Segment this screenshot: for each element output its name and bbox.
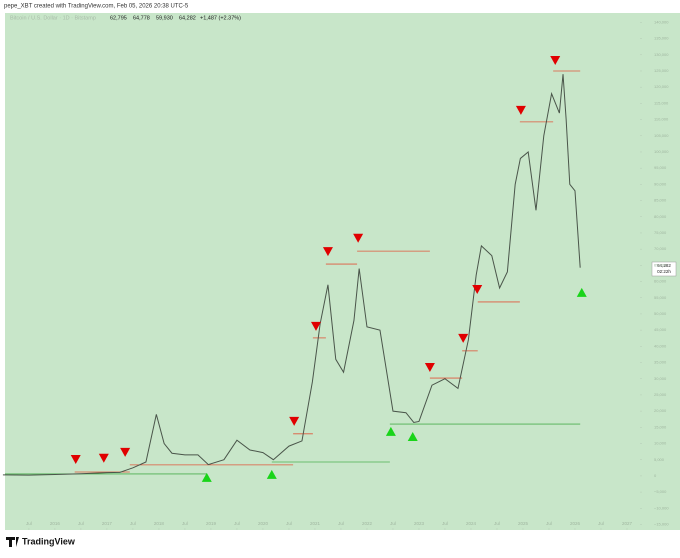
x-tick-label: Jul: [286, 521, 292, 526]
x-tick-label: Jul: [338, 521, 344, 526]
x-tick-label: 2019: [206, 521, 217, 526]
x-tick-label: 2023: [414, 521, 425, 526]
y-tick-label: 60,000: [654, 279, 667, 284]
x-tick-label: Jul: [234, 521, 240, 526]
y-tick-label: 135,000: [654, 36, 669, 41]
sell-signal: [353, 233, 364, 243]
y-tick-label: 30,000: [654, 376, 667, 381]
x-tick-label: Jul: [26, 521, 32, 526]
buy-signal: [407, 432, 418, 442]
y-tick-label: 130,000: [654, 52, 669, 57]
y-tick-label: 20,000: [654, 408, 667, 413]
price-label-box: [651, 261, 677, 277]
plot-background: [5, 13, 640, 530]
x-tick-label: 2024: [466, 521, 477, 526]
change: +1,487 (+2.37%): [200, 15, 241, 21]
y-tick-label: −15,000: [654, 522, 669, 527]
ohlc-open: 62,795: [110, 15, 127, 21]
buy-signal: [576, 287, 587, 297]
sell-signal: [289, 416, 300, 426]
x-tick-label: Jul: [130, 521, 136, 526]
sell-signal: [120, 447, 131, 457]
y-tick-label: 70,000: [654, 246, 667, 251]
x-tick-label: 2022: [362, 521, 373, 526]
y-tick-label: 75,000: [654, 230, 667, 235]
y-tick-label: 80,000: [654, 214, 667, 219]
x-tick-label: 2020: [258, 521, 269, 526]
x-tick-label: 2027: [622, 521, 633, 526]
price-line: [2, 74, 581, 476]
y-tick-label: 120,000: [654, 84, 669, 89]
buy-signal: [201, 472, 212, 482]
x-tick-label: Jul: [546, 521, 552, 526]
x-tick-label: 2026: [570, 521, 581, 526]
buy-signal: [385, 426, 396, 436]
y-tick-label: 5,000: [654, 457, 665, 462]
countdown: 02:22h: [657, 269, 671, 274]
y-tick-label: 35,000: [654, 360, 667, 365]
x-tick-label: 2018: [154, 521, 165, 526]
y-tick-label: 100,000: [654, 149, 669, 154]
x-tick-label: Jul: [182, 521, 188, 526]
y-tick-label: 0: [654, 473, 657, 478]
sell-signal: [310, 321, 321, 331]
x-tick-label: Jul: [390, 521, 396, 526]
y-tick-label: 115,000: [654, 100, 669, 105]
y-tick-label: 10,000: [654, 441, 667, 446]
sell-signal: [458, 333, 469, 343]
symbol: Bitcoin / U.S. Dollar · 1D · Bitstamp: [10, 15, 96, 21]
header: pepe_XBT created with TradingView.com, F…: [4, 4, 189, 10]
y-tick-label: 110,000: [654, 117, 669, 122]
brand: TradingView: [22, 536, 76, 546]
y-tick-label: 55,000: [654, 295, 667, 300]
x-tick-label: Jul: [598, 521, 604, 526]
x-tick-label: Jul: [78, 521, 84, 526]
y-tick-label: 90,000: [654, 181, 667, 186]
x-tick-label: 2017: [102, 521, 113, 526]
sell-signal: [472, 284, 483, 294]
y-tick-label: 95,000: [654, 165, 667, 170]
ohlc-close: 64,282: [179, 15, 196, 21]
sell-signal: [515, 105, 526, 115]
y-tick-label: 40,000: [654, 343, 667, 348]
y-tick-label: −5,000: [654, 489, 667, 494]
x-tick-label: 2025: [518, 521, 529, 526]
x-tick-label: 2016: [50, 521, 61, 526]
ohlc-low: 59,930: [156, 15, 173, 21]
ohlc-high: 64,778: [133, 15, 150, 21]
y-tick-label: 140,000: [654, 19, 669, 24]
y-tick-label: 65,000: [654, 262, 667, 267]
y-tick-label: 25,000: [654, 392, 667, 397]
x-tick-label: Jul: [442, 521, 448, 526]
y-tick-label: 50,000: [654, 311, 667, 316]
brand-logo: [6, 537, 19, 547]
sell-signal: [550, 55, 561, 65]
sell-signal: [424, 363, 435, 373]
y-tick-label: 15,000: [654, 424, 667, 429]
x-tick-label: Jul: [494, 521, 500, 526]
y-tick-label: 105,000: [654, 133, 669, 138]
sell-signal: [98, 453, 109, 463]
y-tick-label: 45,000: [654, 327, 667, 332]
price-label: 64,282: [657, 263, 671, 268]
y-tick-label: 85,000: [654, 198, 667, 203]
buy-signal: [266, 469, 277, 479]
y-tick-label: −10,000: [654, 505, 669, 510]
x-tick-label: 2021: [310, 521, 321, 526]
sell-signal: [322, 247, 333, 257]
y-tick-label: 125,000: [654, 68, 669, 73]
sell-signal: [70, 455, 81, 465]
